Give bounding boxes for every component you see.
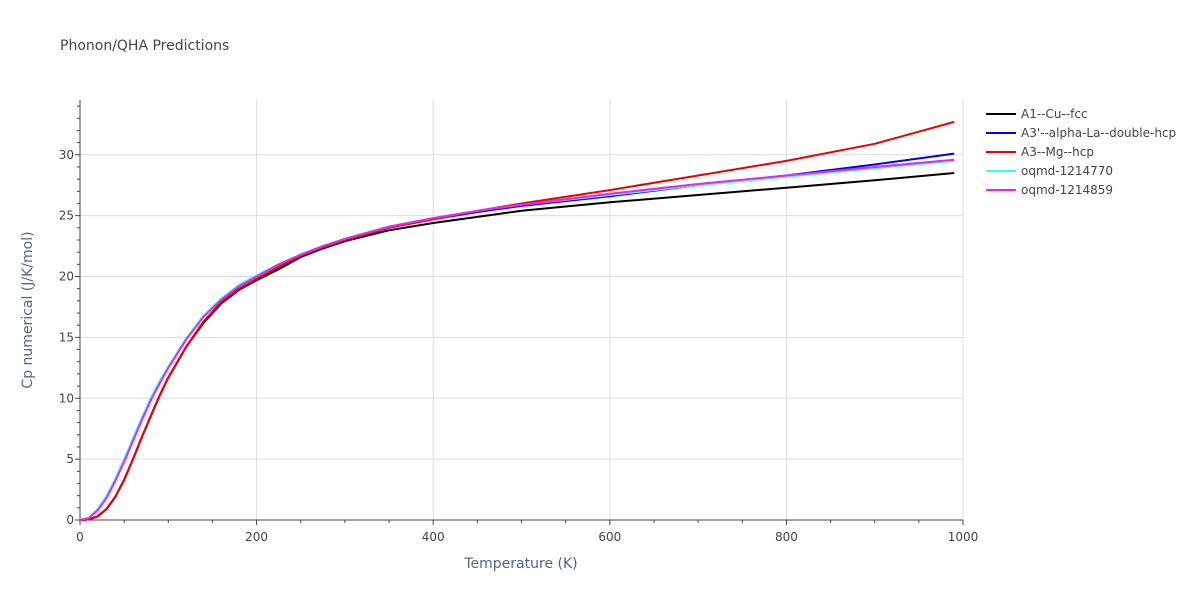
axes: 0 200 400 600 800 1000 0 5 10 15 20 25 30 [59,100,979,544]
series-line [79,159,955,521]
x-tick-label: 0 [76,530,84,544]
legend-label: oqmd-1214859 [1021,183,1113,197]
legend-label: A1--Cu--fcc [1021,107,1088,121]
x-tick-label: 1000 [948,530,979,544]
y-tick-label: 20 [59,270,74,284]
legend-item[interactable]: oqmd-1214770 [986,164,1113,178]
series-line [79,152,955,521]
y-tick-label: 25 [59,209,74,223]
legend-item[interactable]: A1--Cu--fcc [986,107,1088,121]
y-tick-label: 0 [66,513,74,527]
y-tick-label: 5 [66,452,74,466]
series-line [79,158,955,521]
series-line [79,172,955,521]
legend[interactable]: A1--Cu--fcc A3'--alpha-La--double-hcp A3--… [986,107,1176,197]
x-tick-label: 800 [775,530,798,544]
x-axis-title: Temperature (K) [463,556,577,572]
legend-item[interactable]: A3--Mg--hcp [986,145,1094,159]
chart-title: Phonon/QHA Predictions [60,38,229,54]
series-line [79,120,955,521]
legend-item[interactable]: oqmd-1214859 [986,183,1113,197]
legend-item[interactable]: A3'--alpha-La--double-hcp [986,126,1176,140]
x-tick-label: 600 [598,530,621,544]
y-tick-label: 10 [59,391,74,405]
y-tick-label: 15 [59,330,74,344]
grid [80,100,964,520]
y-axis-title: Cp numerical (J/K/mol) [20,231,36,388]
legend-label: A3'--alpha-La--double-hcp [1021,126,1176,140]
y-tick-label: 30 [59,148,74,162]
x-tick-label: 400 [422,530,445,544]
series-lines [79,120,955,521]
legend-label: A3--Mg--hcp [1021,145,1094,159]
x-tick-label: 200 [245,530,268,544]
legend-label: oqmd-1214770 [1021,164,1113,178]
